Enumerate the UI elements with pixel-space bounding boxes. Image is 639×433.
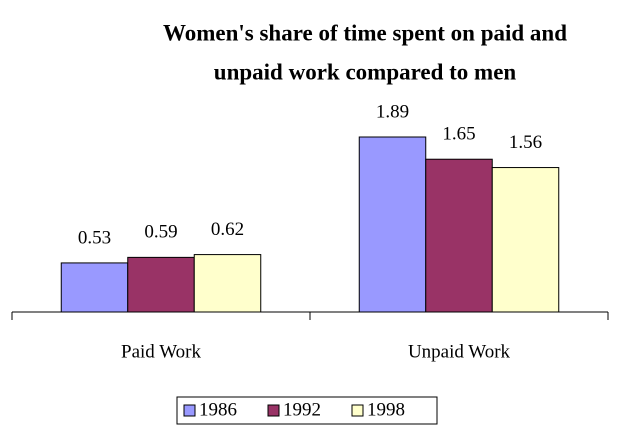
- legend-swatch: [351, 404, 364, 417]
- data-label: 1.89: [376, 101, 409, 122]
- legend-label: 1986: [199, 399, 237, 420]
- data-label: 0.53: [78, 227, 111, 248]
- legend-label: 1992: [283, 399, 321, 420]
- legend-swatch: [183, 404, 196, 417]
- legend-label: 1998: [367, 399, 405, 420]
- data-label: 1.65: [442, 124, 475, 145]
- chart-title: Women's share of time spent on paid and: [163, 20, 567, 45]
- data-label: 0.62: [211, 219, 244, 240]
- data-label: 1.56: [509, 132, 542, 153]
- bar: [60, 262, 129, 313]
- bar: [193, 254, 262, 313]
- chart-title: unpaid work compared to men: [214, 59, 517, 84]
- legend-swatch: [267, 404, 280, 417]
- x-tick-label: Paid Work: [121, 341, 201, 362]
- bar: [491, 167, 560, 313]
- legend-box: [176, 396, 438, 425]
- bar: [358, 136, 427, 313]
- x-tick-label: Unpaid Work: [408, 341, 511, 362]
- bar: [127, 256, 195, 313]
- data-label: 0.59: [144, 222, 177, 243]
- bar: [425, 158, 493, 313]
